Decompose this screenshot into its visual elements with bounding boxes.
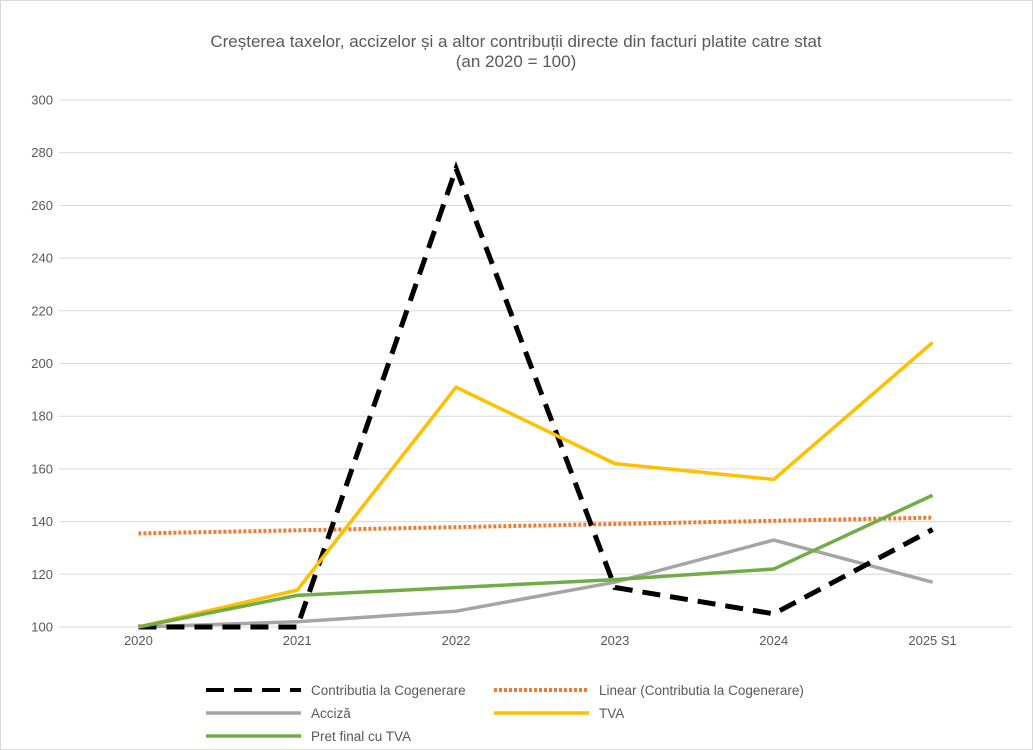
x-tick-label: 2022: [442, 633, 471, 648]
y-axis: 100 120 140 160 180 200 220 240 260 280 300: [31, 93, 53, 635]
x-tick-label: 2024: [759, 633, 788, 648]
y-tick-label: 200: [31, 356, 53, 371]
y-tick-label: 120: [31, 567, 53, 582]
legend: Contributia la Cogenerare Linear (Contrib…: [206, 683, 804, 744]
series-line-1: [138, 515, 933, 536]
y-tick-label: 140: [31, 514, 53, 529]
y-tick-label: 160: [31, 461, 53, 476]
series-line-3: [138, 341, 934, 629]
legend-label: Acciză: [311, 706, 351, 721]
legend-label: Contributia la Cogenerare: [311, 683, 466, 698]
y-tick-label: 300: [31, 93, 53, 108]
gridlines: [59, 99, 1012, 628]
y-tick-label: 280: [31, 145, 53, 160]
y-tick-label: 180: [31, 409, 53, 424]
x-tick-label: 2023: [600, 633, 629, 648]
x-tick-label: 2021: [283, 633, 312, 648]
y-tick-label: 240: [31, 251, 53, 266]
chart-title: Creșterea taxelor, accizelor și a altor …: [210, 32, 822, 51]
series-lines: [138, 161, 934, 630]
legend-label: TVA: [599, 706, 624, 721]
x-tick-label: 2025 S1: [908, 633, 956, 648]
series-line-0: [138, 161, 934, 630]
x-tick-label: 2020: [124, 633, 153, 648]
y-tick-label: 220: [31, 303, 53, 318]
series-line-2: [138, 538, 934, 629]
x-axis: 2020 2021 2022 2023 2024 2025 S1: [124, 633, 957, 648]
legend-label: Pret final cu TVA: [311, 729, 411, 744]
series-line-4: [138, 493, 934, 629]
legend-label: Linear (Contributia la Cogenerare): [599, 683, 804, 698]
y-tick-label: 260: [31, 198, 53, 213]
y-tick-label: 100: [31, 620, 53, 635]
chart-subtitle: (an 2020 = 100): [456, 52, 577, 71]
